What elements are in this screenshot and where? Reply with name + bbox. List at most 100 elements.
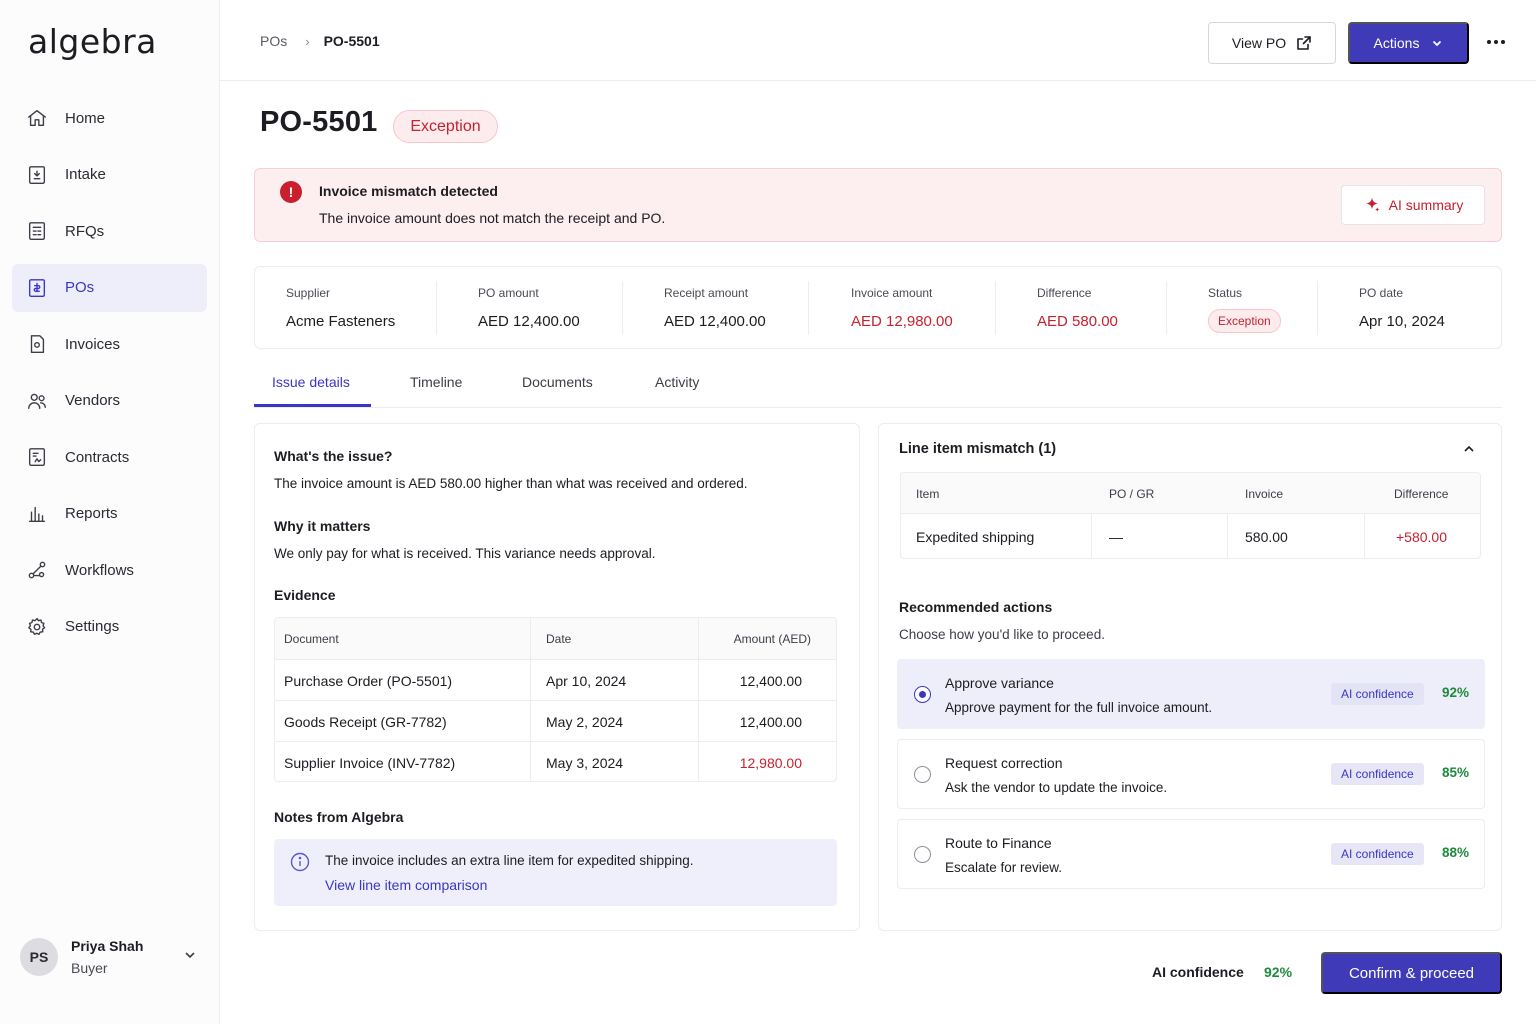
tab-activity[interactable]: Activity (655, 374, 700, 390)
issue-heading: What's the issue? (274, 448, 393, 464)
view-po-button[interactable]: View PO (1208, 22, 1336, 64)
alert-icon: ! (280, 181, 302, 203)
radio-button[interactable] (914, 846, 931, 863)
option-description: Approve payment for the full invoice amo… (945, 700, 1213, 715)
sidebar-item-reports[interactable]: Reports (12, 490, 207, 538)
ai-confidence-value: 92% (1442, 685, 1470, 700)
radio-button[interactable] (914, 686, 931, 703)
sidebar-item-rfqs[interactable]: RFQs (12, 207, 207, 255)
sidebar-item-home[interactable]: Home (12, 94, 207, 142)
sidebar-item-settings[interactable]: Settings (12, 603, 207, 651)
ai-summary-label: AI summary (1388, 197, 1464, 213)
sidebar-item-pos[interactable]: POs (12, 263, 207, 312)
view-line-item-comparison-link[interactable]: View line item comparison (325, 877, 488, 893)
why-heading: Why it matters (274, 518, 371, 534)
sidebar-item-label: RFQs (65, 222, 105, 240)
column-header: Document (284, 632, 339, 646)
view-po-label: View PO (1231, 35, 1287, 51)
active-tab-indicator (254, 404, 371, 407)
issue-description: The invoice amount is AED 580.00 higher … (274, 476, 748, 491)
column-header: Difference (1394, 487, 1449, 501)
evidence-heading: Evidence (274, 587, 336, 603)
summary-label: Difference (1037, 286, 1092, 300)
column-header: Date (546, 632, 572, 646)
app-logo[interactable]: algebra (28, 22, 157, 61)
sidebar-item-invoices[interactable]: Invoices (12, 320, 207, 368)
ai-confidence-value: 85% (1442, 765, 1470, 780)
summary-value: Apr 10, 2024 (1359, 313, 1445, 330)
sidebar-item-vendors[interactable]: Vendors (12, 377, 207, 425)
status-badge: Exception (393, 110, 498, 143)
summary-label: Invoice amount (851, 286, 933, 300)
tab-timeline[interactable]: Timeline (410, 374, 463, 390)
option-title: Route to Finance (945, 835, 1052, 851)
po-icon (26, 277, 48, 299)
summary-value: AED 12,980.00 (851, 313, 953, 330)
recommended-actions-card: Recommended actions Choose how you'd lik… (878, 582, 1502, 931)
option-route-to-finance[interactable]: Route to Finance Escalate for review. AI… (897, 819, 1485, 889)
amount-cell: 12,400.00 (739, 714, 802, 730)
table-row[interactable]: Goods Receipt (GR-7782) May 2, 2024 12,4… (275, 700, 836, 741)
avatar: PS (20, 938, 58, 976)
ai-summary-button[interactable]: AI summary (1341, 185, 1485, 225)
table-header-row: Document Date Amount (AED) (275, 618, 836, 659)
intake-icon (26, 164, 48, 186)
sidebar-item-label: Workflows (65, 561, 134, 579)
summary-value: Acme Fasteners (286, 313, 396, 330)
sidebar-item-intake[interactable]: Intake (12, 151, 207, 199)
option-title: Approve variance (945, 675, 1054, 691)
info-icon (290, 852, 310, 875)
summary-value: AED 12,400.00 (664, 313, 766, 330)
invoice-icon (26, 333, 48, 355)
chevron-right-icon: › (305, 33, 310, 49)
summary-value: AED 12,400.00 (478, 313, 580, 330)
algebra-note: The invoice includes an extra line item … (274, 839, 837, 906)
sidebar-item-label: POs (65, 279, 95, 296)
table-row[interactable]: Purchase Order (PO-5501) Apr 10, 2024 12… (275, 659, 836, 700)
option-request-correction[interactable]: Request correction Ask the vendor to upd… (897, 739, 1485, 809)
footer-ai-confidence-value: 92% (1264, 964, 1293, 980)
radio-button[interactable] (914, 766, 931, 783)
actions-button[interactable]: Actions (1348, 22, 1469, 64)
sidebar-item-label: Reports (65, 505, 118, 522)
option-approve-variance[interactable]: Approve variance Approve payment for the… (897, 659, 1485, 729)
summary-value: AED 580.00 (1037, 313, 1118, 330)
table-row[interactable]: Supplier Invoice (INV-7782) May 3, 2024 … (275, 741, 836, 781)
column-header: PO / GR (1109, 487, 1155, 501)
user-menu[interactable]: PS Priya Shah Buyer (20, 936, 205, 978)
tab-documents[interactable]: Documents (522, 374, 593, 390)
external-link-icon (1297, 36, 1311, 50)
chevron-down-icon[interactable] (183, 948, 197, 965)
breadcrumb-current: PO-5501 (323, 33, 380, 49)
option-title: Request correction (945, 755, 1063, 771)
sidebar-item-label: Intake (65, 166, 106, 183)
summary-label: PO date (1359, 286, 1404, 300)
chevron-up-icon[interactable] (1462, 442, 1476, 459)
sidebar-item-label: Settings (65, 618, 120, 635)
confirm-proceed-button[interactable]: Confirm & proceed (1321, 952, 1502, 994)
more-horizontal-icon (1487, 40, 1505, 44)
sidebar-item-workflows[interactable]: Workflows (12, 546, 207, 594)
ai-confidence-badge: AI confidence (1331, 843, 1424, 865)
column-header: Invoice (1245, 487, 1284, 501)
notes-heading: Notes from Algebra (274, 809, 404, 825)
breadcrumb-pos[interactable]: POs (260, 33, 288, 49)
top-bar: POs › PO-5501 View PO Actions (220, 0, 1536, 81)
sidebar-item-label: Contracts (65, 448, 130, 466)
sparkle-icon (1365, 197, 1380, 212)
column-header: Amount (AED) (733, 632, 811, 646)
more-options-button[interactable] (1484, 30, 1508, 54)
sidebar: algebra Home Intake RFQs POs Invoices Ve… (0, 0, 220, 1024)
tab-bar: Issue details Timeline Documents Activit… (254, 364, 1502, 408)
item-cell: Expedited shipping (916, 529, 1035, 545)
table-header-row: Item PO / GR Invoice Difference (901, 473, 1480, 514)
column-header: Item (916, 487, 940, 501)
document-cell: Purchase Order (PO-5501) (284, 673, 453, 689)
page-title: PO-5501 (260, 106, 378, 138)
mismatch-table: Item PO / GR Invoice Difference Expedite… (900, 472, 1481, 559)
document-cell: Goods Receipt (GR-7782) (284, 714, 447, 730)
reports-icon (26, 503, 48, 525)
invoice-cell: 580.00 (1245, 529, 1288, 545)
sidebar-item-contracts[interactable]: Contracts (12, 433, 207, 481)
tab-issue-details[interactable]: Issue details (272, 374, 350, 390)
